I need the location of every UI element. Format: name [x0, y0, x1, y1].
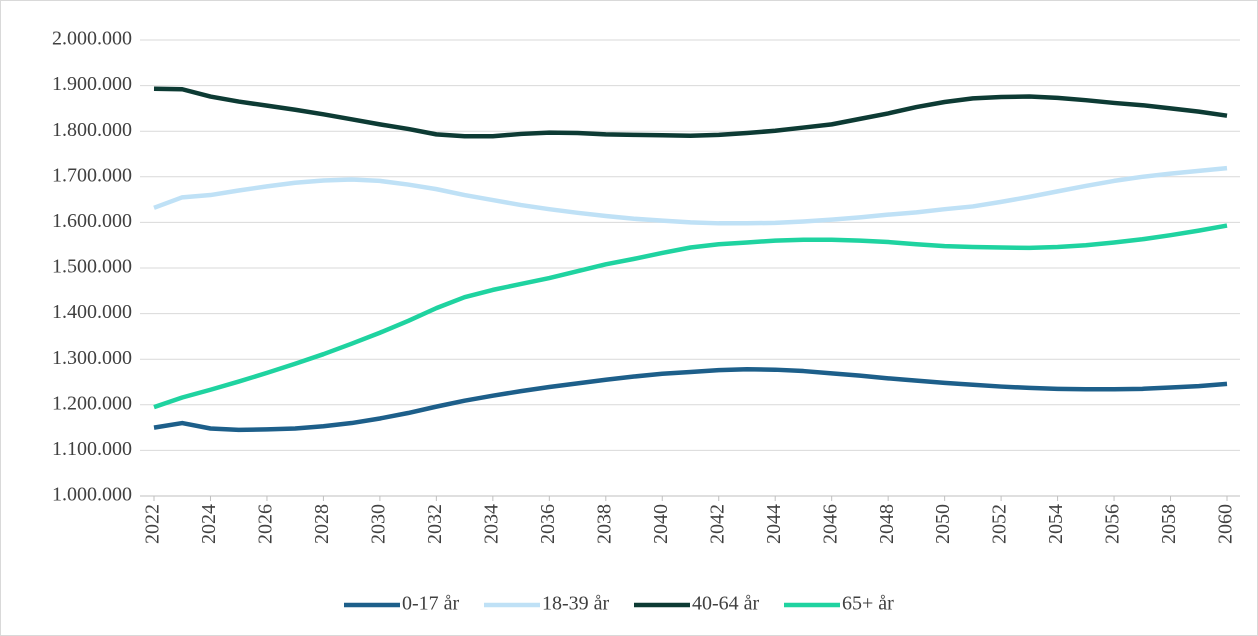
x-tick-label: 2028 — [311, 504, 333, 544]
y-tick-label: 1.000.000 — [52, 484, 132, 506]
x-tick-label: 2060 — [1215, 504, 1237, 544]
legend-label: 40-64 år — [692, 593, 760, 615]
x-tick-label: 2058 — [1158, 504, 1180, 544]
x-tick-label: 2030 — [367, 504, 389, 544]
x-tick-label: 2050 — [932, 504, 954, 544]
y-tick-label: 1.700.000 — [52, 164, 132, 186]
x-tick-label: 2024 — [198, 504, 220, 544]
series-line — [153, 86, 1228, 139]
x-tick-label: 2054 — [1045, 504, 1067, 544]
y-tick-label: 2.000.000 — [52, 28, 132, 50]
y-tick-label: 1.400.000 — [52, 301, 132, 323]
x-tick-label: 2056 — [1102, 504, 1124, 544]
y-tick-label: 1.100.000 — [52, 438, 132, 460]
y-tick-label: 1.300.000 — [52, 347, 132, 369]
x-tick-label: 2038 — [593, 504, 615, 544]
y-tick-label: 1.200.000 — [52, 392, 132, 414]
legend-label: 0-17 år — [402, 593, 460, 615]
x-tick-label: 2026 — [255, 504, 277, 544]
x-tick-label: 2032 — [424, 504, 446, 544]
x-tick-label: 2036 — [537, 504, 559, 544]
legend-label: 18-39 år — [542, 593, 610, 615]
legend-label: 65+ år — [842, 593, 894, 615]
x-tick-label: 2042 — [706, 504, 728, 544]
y-tick-label: 1.800.000 — [52, 119, 132, 141]
series-line — [153, 366, 1228, 433]
x-tick-label: 2052 — [989, 504, 1011, 544]
series-line — [153, 165, 1228, 226]
y-tick-label: 1.500.000 — [52, 256, 132, 278]
series-line — [153, 223, 1228, 410]
x-tick-label: 2034 — [480, 504, 502, 544]
y-tick-label: 1.600.000 — [52, 210, 132, 232]
x-tick-label: 2048 — [876, 504, 898, 544]
x-tick-label: 2022 — [142, 504, 164, 544]
x-tick-label: 2044 — [763, 504, 785, 544]
x-tick-label: 2040 — [650, 504, 672, 544]
x-tick-label: 2046 — [819, 504, 841, 544]
y-tick-label: 1.900.000 — [52, 73, 132, 95]
